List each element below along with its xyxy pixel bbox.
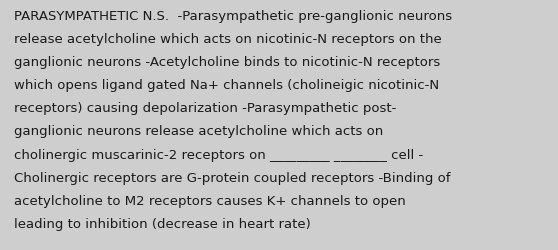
Text: release acetylcholine which acts on nicotinic-N receptors on the: release acetylcholine which acts on nico… bbox=[14, 33, 442, 46]
Text: acetylcholine to M2 receptors causes K+ channels to open: acetylcholine to M2 receptors causes K+ … bbox=[14, 194, 406, 207]
Text: ganglionic neurons -Acetylcholine binds to nicotinic-N receptors: ganglionic neurons -Acetylcholine binds … bbox=[14, 56, 440, 69]
Text: cholinergic muscarinic-2 receptors on _________ ________ cell -: cholinergic muscarinic-2 receptors on __… bbox=[14, 148, 423, 161]
Text: which opens ligand gated Na+ channels (cholineigic nicotinic-N: which opens ligand gated Na+ channels (c… bbox=[14, 79, 439, 92]
Text: receptors) causing depolarization -Parasympathetic post-: receptors) causing depolarization -Paras… bbox=[14, 102, 396, 115]
Text: ganglionic neurons release acetylcholine which acts on: ganglionic neurons release acetylcholine… bbox=[14, 125, 383, 138]
Text: leading to inhibition (decrease in heart rate): leading to inhibition (decrease in heart… bbox=[14, 217, 311, 230]
Text: Cholinergic receptors are G-protein coupled receptors -Binding of: Cholinergic receptors are G-protein coup… bbox=[14, 171, 450, 184]
Text: PARASYMPATHETIC N.S.  -Parasympathetic pre-ganglionic neurons: PARASYMPATHETIC N.S. -Parasympathetic pr… bbox=[14, 10, 452, 23]
